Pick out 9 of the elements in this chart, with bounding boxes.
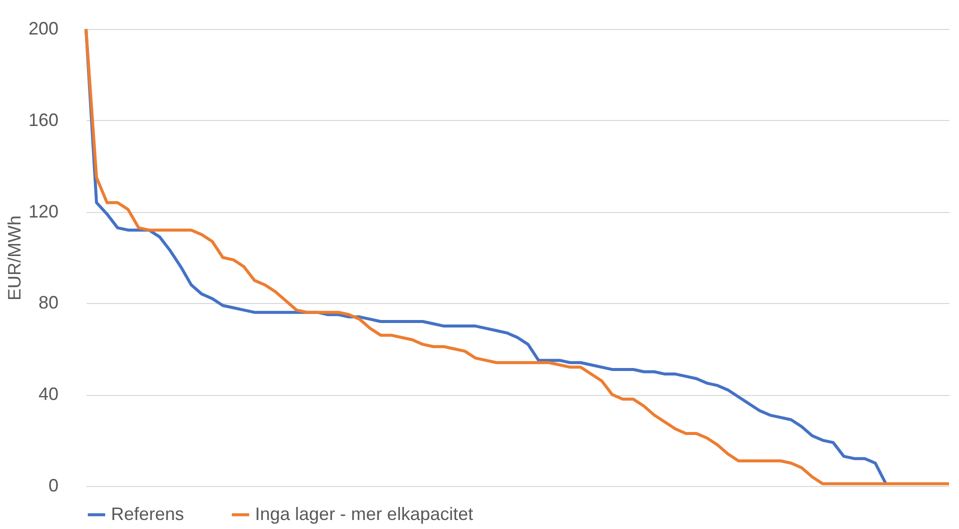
y-tick-label: 40: [38, 384, 58, 404]
y-tick-label: 160: [28, 110, 58, 130]
legend-label: Inga lager - mer elkapacitet: [255, 504, 474, 524]
y-tick-label: 120: [28, 201, 58, 222]
legend-label: Referens: [111, 504, 184, 524]
y-tick-label: 80: [38, 292, 58, 313]
y-tick-label: 200: [28, 18, 58, 38]
y-tick-label: 0: [48, 476, 58, 496]
y-axis-title: EUR/MWh: [4, 216, 24, 300]
